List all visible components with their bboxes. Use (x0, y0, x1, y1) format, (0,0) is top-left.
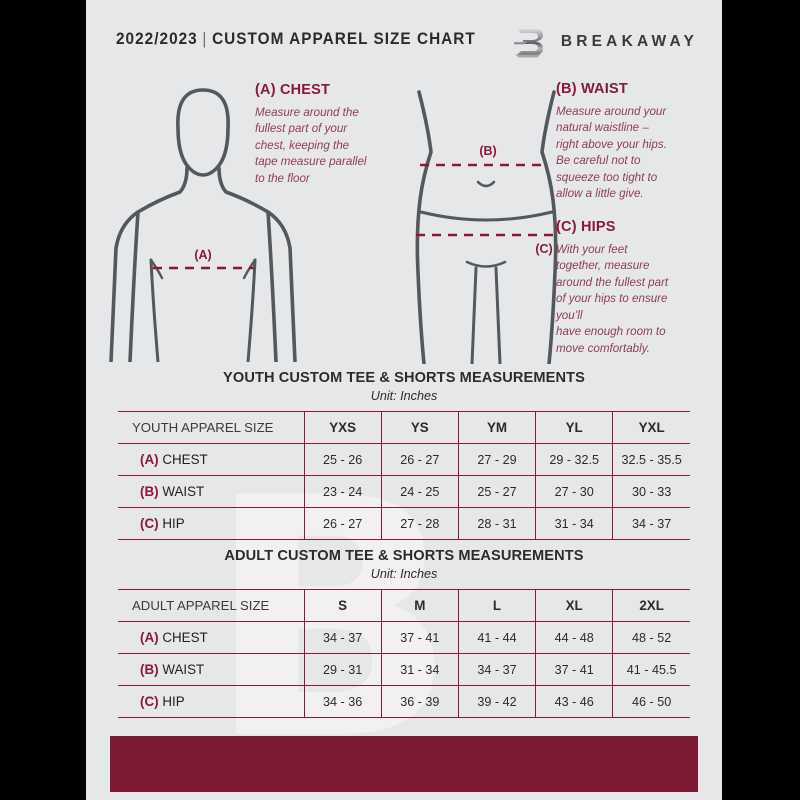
adult-row-header: ADULT APPAREL SIZE (118, 589, 305, 622)
youth-size-yl: YL (535, 411, 613, 444)
youth-section-title: YOUTH CUSTOM TEE & SHORTS MEASUREMENTS (223, 370, 585, 386)
adult-waist-2xl: 41 - 45.5 (612, 653, 690, 686)
adult-waist-m: 31 - 34 (380, 653, 459, 686)
title-separator: | (202, 30, 208, 48)
youth-waist-ym: 25 - 27 (457, 475, 536, 508)
table-row: (A) CHEST 25 - 26 26 - 27 27 - 29 29 - 3… (118, 443, 690, 476)
youth-hip-yxs: 26 - 27 (303, 507, 382, 540)
adult-size-s: S (303, 589, 382, 622)
youth-chest-yl: 29 - 32.5 (535, 443, 613, 476)
size-chart-page: B 2022/2023 | CUSTOM APPAREL SIZE CHART (86, 0, 722, 800)
adult-unit-label: Unit: Inches (370, 567, 438, 581)
youth-waist-name: WAIST (162, 484, 205, 499)
youth-waist-yxs: 23 - 24 (303, 475, 382, 508)
youth-hip-ym: 28 - 31 (457, 507, 536, 540)
youth-chest-ys: 26 - 27 (380, 443, 459, 476)
adult-chest-label: (A) CHEST (118, 621, 305, 654)
adult-size-l: L (457, 589, 536, 622)
adult-chest-s: 34 - 37 (303, 621, 382, 654)
youth-row-header: YOUTH APPAREL SIZE (118, 411, 305, 444)
adult-waist-label: (B) WAIST (118, 653, 305, 686)
youth-size-ys: YS (380, 411, 459, 444)
table-row: (A) CHEST 34 - 37 37 - 41 41 - 44 44 - 4… (118, 621, 690, 654)
adult-chest-xl: 44 - 48 (535, 621, 613, 654)
adult-hip-label: (C) HIP (118, 685, 305, 718)
youth-waist-yl: 27 - 30 (535, 475, 613, 508)
youth-hip-ys: 27 - 28 (380, 507, 459, 540)
adult-waist-xl: 37 - 41 (535, 653, 613, 686)
youth-chest-tag: (A) (140, 452, 159, 467)
adult-hip-2xl: 46 - 50 (612, 685, 690, 718)
table-header-row: ADULT APPAREL SIZE S M L XL 2XL (118, 589, 690, 622)
youth-chest-yxl: 32.5 - 35.5 (612, 443, 690, 476)
adult-chest-2xl: 48 - 52 (612, 621, 690, 654)
waist-instruction-block: (B) WAIST Measure around your natural wa… (556, 81, 708, 203)
youth-chest-yxs: 25 - 26 (303, 443, 382, 476)
adult-size-m: M (380, 589, 459, 622)
table-row: (C) HIP 34 - 36 36 - 39 39 - 42 43 - 46 … (118, 685, 690, 718)
table-row: (B) WAIST 29 - 31 31 - 34 34 - 37 37 - 4… (118, 653, 690, 686)
youth-waist-tag: (B) (140, 484, 159, 499)
chest-instruction-block: (A) CHEST Measure around the fullest par… (255, 82, 397, 187)
illustration-area: (A) (B) (C) (86, 68, 722, 364)
youth-waist-label: (B) WAIST (118, 475, 305, 508)
page-header: 2022/2023 | CUSTOM APPAREL SIZE CHART (86, 0, 722, 72)
hips-heading: (C) HIPS (556, 219, 616, 235)
adult-size-xl: XL (535, 589, 613, 622)
youth-chest-label: (A) CHEST (118, 443, 305, 476)
youth-waist-ys: 24 - 25 (380, 475, 459, 508)
table-header-row: YOUTH APPAREL SIZE YXS YS YM YL YXL (118, 411, 690, 444)
adult-chest-l: 41 - 44 (457, 621, 536, 654)
lower-body-figure: (B) (C) (415, 90, 558, 364)
adult-waist-l: 34 - 37 (457, 653, 536, 686)
breakaway-b-logo-icon (511, 25, 547, 59)
youth-size-table: YOUTH APPAREL SIZE YXS YS YM YL YXL (A) … (118, 411, 690, 540)
table-row: (C) HIP 26 - 27 27 - 28 28 - 31 31 - 34 … (118, 507, 690, 540)
hips-description: With your feet together, measure around … (556, 243, 669, 355)
table-row: (B) WAIST 23 - 24 24 - 25 25 - 27 27 - 3… (118, 475, 690, 508)
adult-waist-name: WAIST (162, 662, 205, 677)
chest-measure-label: (A) (194, 248, 211, 262)
adult-hip-tag: (C) (140, 694, 159, 709)
youth-size-yxl: YXL (612, 411, 690, 444)
title-text: CUSTOM APPAREL SIZE CHART (212, 30, 476, 48)
waist-description: Measure around your natural waistline – … (556, 105, 667, 201)
page-title: 2022/2023 | CUSTOM APPAREL SIZE CHART (116, 30, 476, 49)
youth-waist-yxl: 30 - 33 (612, 475, 690, 508)
youth-hip-yl: 31 - 34 (535, 507, 613, 540)
brand-name: BREAKAWAY (560, 33, 698, 50)
brand-block: BREAKAWAY (511, 25, 698, 59)
adult-waist-s: 29 - 31 (303, 653, 382, 686)
adult-chest-m: 37 - 41 (380, 621, 459, 654)
youth-hip-yxl: 34 - 37 (612, 507, 690, 540)
youth-chest-ym: 27 - 29 (457, 443, 536, 476)
youth-chest-name: CHEST (162, 452, 208, 467)
youth-unit-label: Unit: Inches (370, 389, 438, 403)
waist-heading: (B) WAIST (556, 81, 628, 97)
adult-chest-name: CHEST (162, 630, 208, 645)
adult-hip-name: HIP (162, 694, 185, 709)
chest-description: Measure around the fullest part of your … (255, 106, 367, 185)
adult-section-title: ADULT CUSTOM TEE & SHORTS MEASUREMENTS (224, 548, 584, 564)
hips-instruction-block: (C) HIPS With your feet together, measur… (556, 219, 711, 357)
adult-hip-m: 36 - 39 (380, 685, 459, 718)
adult-hip-l: 39 - 42 (457, 685, 536, 718)
chest-heading: (A) CHEST (255, 82, 331, 98)
adult-hip-s: 34 - 36 (303, 685, 382, 718)
adult-size-table: ADULT APPAREL SIZE S M L XL 2XL (A) CHES… (118, 589, 690, 718)
waist-measure-label: (B) (479, 144, 496, 158)
hips-measure-label: (C) (535, 242, 552, 256)
youth-size-yxs: YXS (303, 411, 382, 444)
youth-hip-tag: (C) (140, 516, 159, 531)
season-label: 2022/2023 (116, 30, 198, 48)
adult-hip-xl: 43 - 46 (535, 685, 613, 718)
youth-hip-label: (C) HIP (118, 507, 305, 540)
youth-hip-name: HIP (162, 516, 185, 531)
adult-chest-tag: (A) (140, 630, 159, 645)
adult-waist-tag: (B) (140, 662, 159, 677)
youth-size-ym: YM (457, 411, 536, 444)
upper-body-figure: (A) (109, 88, 297, 362)
footer-bar (110, 736, 698, 792)
adult-size-2xl: 2XL (612, 589, 690, 622)
